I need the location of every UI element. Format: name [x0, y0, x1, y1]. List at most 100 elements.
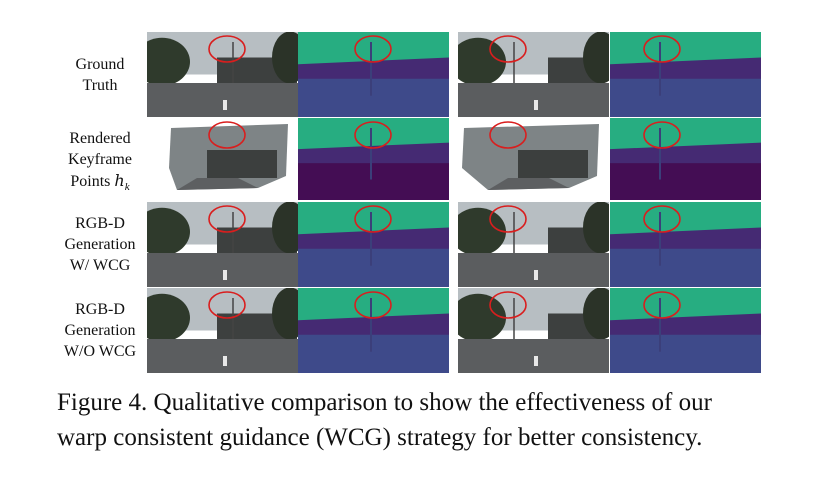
road: [147, 253, 298, 287]
rgb-image: [458, 202, 609, 287]
road: [488, 178, 569, 190]
label-line: Keyframe: [40, 149, 160, 170]
row-label: Rendered Keyframe Points hk: [40, 128, 160, 198]
trees: [147, 293, 190, 342]
label-text: Generation: [64, 322, 136, 339]
road: [458, 339, 609, 373]
label-text: RGB-D: [75, 215, 125, 232]
highlight-circle: [489, 121, 527, 149]
trees: [272, 288, 298, 340]
depth-sky: [298, 118, 449, 150]
highlight-circle: [643, 205, 681, 233]
depth-sky: [610, 118, 761, 150]
highlight-circle: [354, 121, 392, 149]
row-label: Ground Truth: [40, 54, 160, 96]
depth-image: [298, 32, 449, 117]
row-label: RGB-D Generation W/ WCG: [40, 213, 160, 276]
depth-image: [610, 118, 761, 200]
rgb-image: [147, 202, 298, 287]
unseen: [610, 163, 761, 200]
label-text: Truth: [82, 76, 118, 94]
trees: [272, 32, 298, 84]
rgb-image: [147, 118, 298, 200]
label-line: Rendered: [40, 128, 160, 149]
trees: [272, 202, 298, 254]
rgb-image: [147, 288, 298, 373]
label-text: W/ WCG: [69, 257, 131, 274]
depth-image: [610, 32, 761, 117]
building: [207, 150, 277, 178]
rgb-image: [458, 118, 609, 200]
highlight-circle: [489, 205, 527, 233]
label-line: Points hk: [40, 170, 160, 198]
highlight-circle: [354, 35, 392, 63]
lane-mark: [223, 356, 227, 366]
rgb-image: [147, 32, 298, 117]
rgb-image: [458, 288, 609, 373]
depth-sky: [298, 202, 449, 235]
label-line: Generation: [40, 320, 160, 341]
trees: [147, 207, 190, 256]
highlight-circle: [643, 121, 681, 149]
highlight-circle: [489, 35, 527, 63]
depth-near: [610, 334, 761, 373]
highlight-circle: [354, 205, 392, 233]
depth-near: [298, 334, 449, 373]
depth-near: [298, 248, 449, 287]
road: [458, 83, 609, 117]
depth-image: [298, 288, 449, 373]
trees: [583, 288, 609, 340]
highlight-circle: [643, 291, 681, 319]
label-text: Generation: [64, 236, 136, 253]
depth-image: [298, 202, 449, 287]
highlight-circle: [208, 35, 246, 63]
lane-mark: [223, 270, 227, 280]
trees: [458, 37, 506, 86]
lane-mark: [223, 100, 227, 110]
lane-mark: [534, 356, 538, 366]
caption-line: warp consistent guidance (WCG) strategy …: [57, 424, 703, 451]
building: [518, 150, 588, 178]
label-line: W/ WCG: [40, 255, 160, 276]
label-line: W/O WCG: [40, 341, 160, 362]
lane-mark: [534, 100, 538, 110]
rgb-image: [458, 32, 609, 117]
label-line: Ground: [40, 54, 160, 75]
trees: [458, 207, 506, 256]
caption-line: Figure 4. Qualitative comparison to show…: [57, 389, 712, 416]
depth-image: [610, 202, 761, 287]
road: [177, 178, 258, 190]
trees: [147, 37, 190, 86]
highlight-circle: [489, 291, 527, 319]
depth-image: [298, 118, 449, 200]
label-line: RGB-D: [40, 213, 160, 234]
highlight-circle: [208, 121, 246, 149]
label-text: W/O WCG: [63, 343, 137, 360]
trees: [458, 293, 506, 342]
road: [458, 253, 609, 287]
caption: Figure 4. Qualitative comparison to show…: [57, 385, 712, 455]
unseen: [298, 163, 449, 200]
label-text: Rendered: [69, 129, 131, 147]
highlight-circle: [208, 205, 246, 233]
trees: [583, 32, 609, 84]
label-line: RGB-D: [40, 299, 160, 320]
highlight-circle: [354, 291, 392, 319]
label-text: Points: [70, 172, 111, 190]
row-label: RGB-D Generation W/O WCG: [40, 299, 160, 362]
depth-near: [610, 78, 761, 117]
depth-near: [610, 248, 761, 287]
math-subscript: k: [124, 180, 130, 193]
depth-image: [610, 288, 761, 373]
depth-sky: [298, 32, 449, 65]
road: [147, 83, 298, 117]
math-symbol: h: [114, 170, 125, 190]
label-line: Truth: [40, 75, 160, 96]
label-text: RGB-D: [75, 301, 125, 318]
lane-mark: [534, 270, 538, 280]
highlight-circle: [208, 291, 246, 319]
label-text: Keyframe: [68, 150, 132, 168]
depth-near: [298, 78, 449, 117]
label-text: Ground: [75, 55, 125, 73]
